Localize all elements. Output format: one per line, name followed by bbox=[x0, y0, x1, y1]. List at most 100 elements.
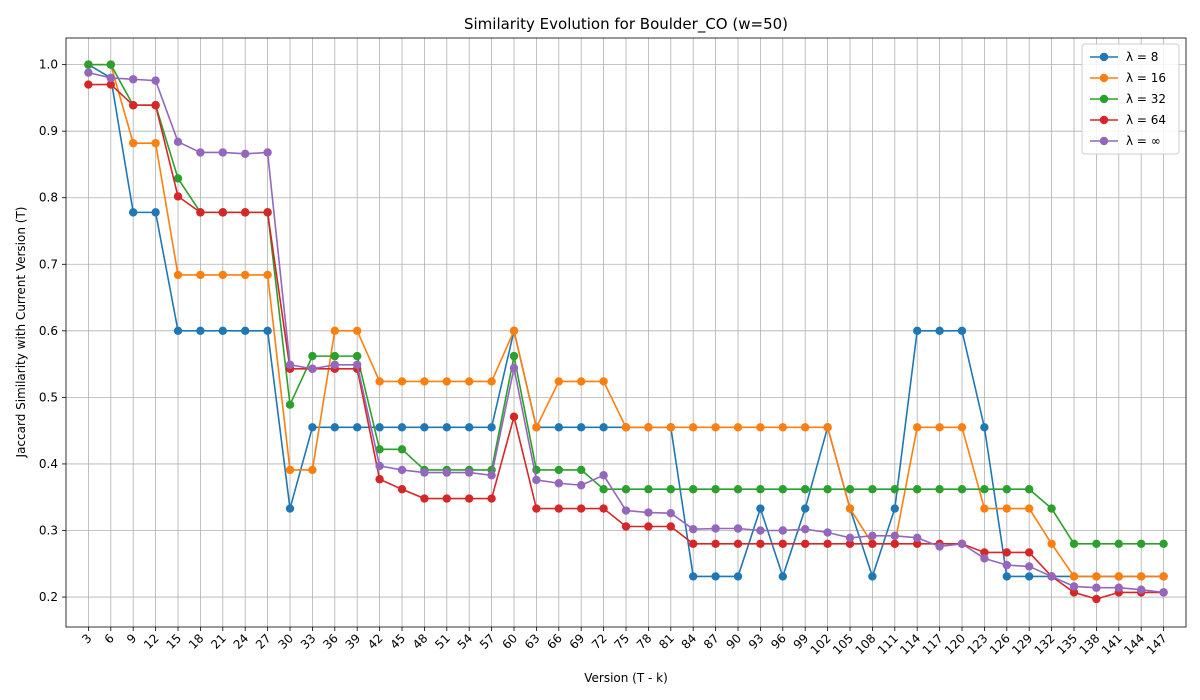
data-point bbox=[621, 423, 631, 432]
data-point bbox=[1092, 594, 1101, 604]
data-point bbox=[935, 423, 944, 432]
x-tick-label: 93 bbox=[746, 631, 767, 652]
data-point bbox=[353, 360, 362, 369]
data-point bbox=[711, 485, 720, 494]
x-tick-label: 15 bbox=[163, 631, 184, 652]
legend-item: λ = 8 bbox=[1090, 50, 1158, 64]
data-point bbox=[666, 522, 675, 531]
data-point bbox=[644, 522, 653, 531]
data-point bbox=[420, 377, 429, 386]
data-point bbox=[263, 270, 272, 280]
series-4 bbox=[84, 80, 1168, 604]
data-point bbox=[397, 445, 407, 454]
data-point bbox=[442, 468, 451, 477]
data-point bbox=[442, 423, 451, 432]
x-tick-label: 81 bbox=[656, 631, 677, 652]
data-point bbox=[577, 423, 586, 432]
x-tick-label: 126 bbox=[987, 631, 1013, 657]
data-point bbox=[173, 192, 183, 201]
data-point bbox=[375, 377, 384, 386]
x-tick-label: 120 bbox=[942, 631, 968, 657]
data-point bbox=[129, 208, 138, 217]
data-point bbox=[621, 485, 631, 494]
y-axis-label: Jaccard Similarity with Current Version … bbox=[14, 207, 28, 459]
data-point bbox=[823, 539, 832, 549]
data-point bbox=[487, 494, 496, 503]
chart-title: Similarity Evolution for Boulder_CO (w=5… bbox=[464, 15, 788, 34]
x-tick-label: 6 bbox=[102, 631, 117, 646]
data-point bbox=[1025, 504, 1034, 513]
x-tick-label: 3 bbox=[79, 631, 94, 646]
data-point bbox=[868, 572, 877, 581]
data-point bbox=[263, 326, 272, 336]
data-point bbox=[1114, 539, 1124, 549]
data-point bbox=[644, 423, 653, 432]
data-point bbox=[308, 465, 317, 475]
data-point bbox=[689, 524, 698, 534]
x-tick-label: 84 bbox=[679, 631, 700, 652]
y-tick-label: 0.7 bbox=[39, 257, 58, 271]
data-point bbox=[84, 80, 93, 89]
x-tick-label: 108 bbox=[852, 631, 878, 657]
legend-label: λ = 8 bbox=[1126, 50, 1158, 64]
data-point bbox=[913, 533, 922, 543]
data-point bbox=[151, 76, 160, 85]
data-point bbox=[308, 423, 317, 432]
data-point bbox=[823, 423, 832, 432]
legend-item: λ = ∞ bbox=[1090, 134, 1161, 148]
legend-label: λ = 32 bbox=[1126, 92, 1166, 106]
data-point bbox=[532, 475, 541, 485]
legend-marker bbox=[1099, 115, 1109, 125]
x-tick-label: 39 bbox=[343, 631, 364, 652]
data-point bbox=[1159, 539, 1168, 549]
x-tick-label: 129 bbox=[1009, 631, 1035, 657]
data-point bbox=[733, 524, 743, 533]
data-point bbox=[980, 504, 989, 513]
data-point bbox=[868, 485, 877, 494]
data-point bbox=[285, 360, 295, 369]
data-point bbox=[1002, 572, 1011, 581]
data-point bbox=[465, 377, 474, 386]
data-point bbox=[106, 60, 116, 69]
legend-marker bbox=[1099, 73, 1109, 83]
legend-item: λ = 64 bbox=[1090, 113, 1166, 127]
data-point bbox=[1137, 585, 1146, 594]
data-point bbox=[442, 494, 451, 503]
data-point bbox=[666, 423, 675, 432]
data-point bbox=[801, 539, 810, 549]
data-point bbox=[375, 461, 384, 471]
data-point bbox=[554, 377, 563, 386]
data-point bbox=[577, 481, 586, 490]
data-point bbox=[554, 423, 563, 432]
data-point bbox=[509, 363, 519, 373]
y-tick-label: 0.8 bbox=[39, 191, 58, 205]
data-point bbox=[196, 208, 205, 217]
data-point bbox=[935, 542, 944, 551]
y-tick-label: 0.5 bbox=[39, 390, 58, 404]
data-point bbox=[353, 326, 362, 336]
data-point bbox=[465, 468, 474, 477]
data-point bbox=[577, 465, 586, 475]
data-point bbox=[1002, 560, 1011, 570]
x-tick-label: 102 bbox=[808, 631, 834, 657]
data-point bbox=[129, 75, 138, 84]
legend-item: λ = 32 bbox=[1090, 92, 1166, 106]
data-point bbox=[1114, 583, 1124, 592]
y-axis-ticks: 0.2 0.3 0.4 0.5 0.6 0.7 0.8 0.9 1.0 bbox=[39, 58, 66, 604]
data-point bbox=[1025, 562, 1034, 571]
x-tick-label: 75 bbox=[611, 631, 632, 652]
data-point bbox=[173, 326, 183, 336]
x-tick-label: 60 bbox=[499, 631, 520, 652]
x-tick-label: 90 bbox=[723, 631, 744, 652]
data-point bbox=[980, 548, 989, 557]
data-point bbox=[1069, 539, 1079, 549]
data-point bbox=[554, 465, 563, 475]
data-point bbox=[756, 485, 765, 494]
y-tick-label: 0.9 bbox=[39, 124, 58, 138]
data-point bbox=[218, 270, 227, 280]
data-point bbox=[733, 485, 743, 494]
data-point bbox=[442, 377, 451, 386]
x-tick-label: 9 bbox=[124, 631, 139, 646]
data-point bbox=[1137, 572, 1146, 581]
data-point bbox=[845, 539, 855, 549]
